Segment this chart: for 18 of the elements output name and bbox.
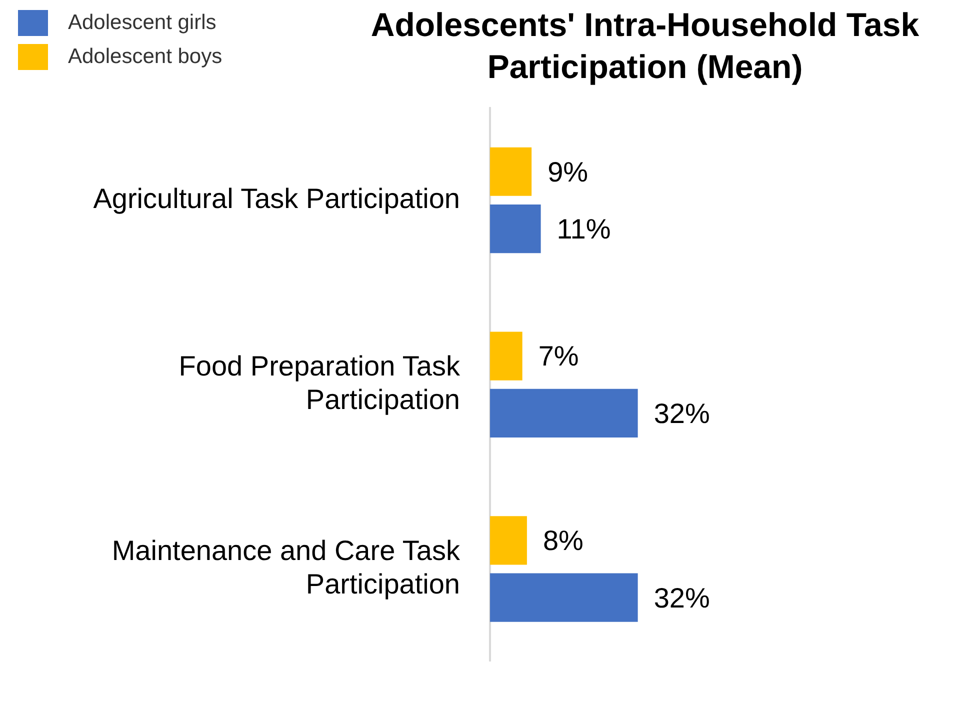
bar — [490, 516, 527, 565]
data-label: 11% — [556, 214, 611, 244]
data-label: 7% — [538, 340, 579, 372]
bar — [490, 147, 532, 196]
data-label: 8% — [542, 525, 584, 556]
bar — [490, 332, 522, 380]
data-label: 32% — [654, 398, 710, 429]
data-label: 32% — [654, 582, 710, 614]
y-tick-label: Food Preparation Task Participation — [178, 350, 461, 416]
chart-title: Adolescents' Intra-Household Task Participation (Mean) — [370, 5, 920, 87]
y-tick-label: Maintenance and Care Task Participation — [112, 534, 461, 600]
bar — [490, 388, 638, 438]
y-tick-label: Agricultural Task Participation — [93, 182, 460, 214]
bar — [490, 204, 541, 254]
legend-label: Adolescent boys — [68, 45, 222, 69]
legend-label: Adolescent girls — [68, 11, 216, 35]
bar — [490, 573, 638, 622]
data-label: 9% — [548, 156, 588, 188]
